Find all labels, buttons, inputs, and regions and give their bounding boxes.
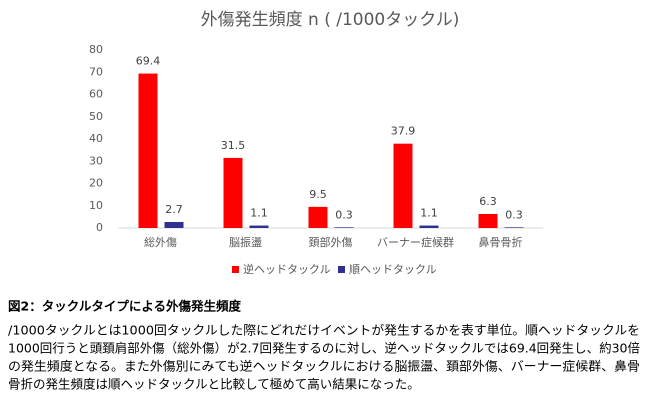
bar xyxy=(504,227,524,228)
caption-line: 1000回行うと頭頚肩部外傷（総外傷）が2.7回発生するのに対し、逆ヘッドタック… xyxy=(8,341,640,356)
value-label: 37.9 xyxy=(391,125,416,138)
y-tick-label: 80 xyxy=(89,43,103,56)
bar xyxy=(308,206,328,228)
value-label: 1.1 xyxy=(250,207,268,220)
bar xyxy=(164,221,184,228)
x-tick-label: 鼻骨骨折 xyxy=(479,235,523,249)
legend-swatch xyxy=(338,266,345,273)
value-label: 9.5 xyxy=(309,188,327,201)
value-label: 2.7 xyxy=(165,203,183,216)
bar xyxy=(393,143,413,228)
value-label: 31.5 xyxy=(221,139,246,152)
bar xyxy=(138,73,158,229)
y-tick-label: 0 xyxy=(96,221,103,234)
value-label: 1.1 xyxy=(420,207,438,220)
x-tick-label: 頚部外傷 xyxy=(309,235,353,249)
y-tick-label: 70 xyxy=(89,65,103,78)
legend-swatch xyxy=(232,266,239,273)
bar xyxy=(223,157,243,228)
y-tick-label: 30 xyxy=(89,154,103,167)
chart-title: 外傷発生頻度 n ( /1000タックル) xyxy=(201,10,460,30)
caption-title: 図2：タックルタイプによる外傷発生頻度 xyxy=(8,299,241,314)
bar xyxy=(334,227,354,228)
y-tick-label: 20 xyxy=(89,177,103,190)
caption-line: 骨折の発生頻度は順ヘッドタックルと比較して極めて高い結果になった。 xyxy=(8,377,420,392)
y-tick-label: 60 xyxy=(89,88,103,101)
bar xyxy=(478,213,498,228)
y-tick-label: 50 xyxy=(89,110,103,123)
x-tick-label: 脳振盪 xyxy=(229,235,262,249)
value-label: 0.3 xyxy=(335,208,353,221)
y-tick-label: 10 xyxy=(89,199,103,212)
x-tick-label: バーナー症候群 xyxy=(377,235,454,249)
value-label: 69.4 xyxy=(136,55,161,68)
caption-line: /1000タックルとは1000回タックルした際にどれだけイベントが発生するかを表… xyxy=(8,323,640,338)
y-tick-label: 40 xyxy=(89,132,103,145)
caption-line: の発生頻度となる。また外傷別にみても逆ヘッドタックルにおける脳振盪、頚部外傷、バ… xyxy=(8,359,640,374)
value-label: 0.3 xyxy=(505,208,523,221)
legend-label: 順ヘッドタックル xyxy=(349,263,437,276)
legend-label: 逆ヘッドタックル xyxy=(243,262,331,276)
bar xyxy=(249,225,269,228)
x-tick-label: 総外傷 xyxy=(144,235,177,249)
value-label: 6.3 xyxy=(479,195,497,208)
bar xyxy=(419,225,439,228)
